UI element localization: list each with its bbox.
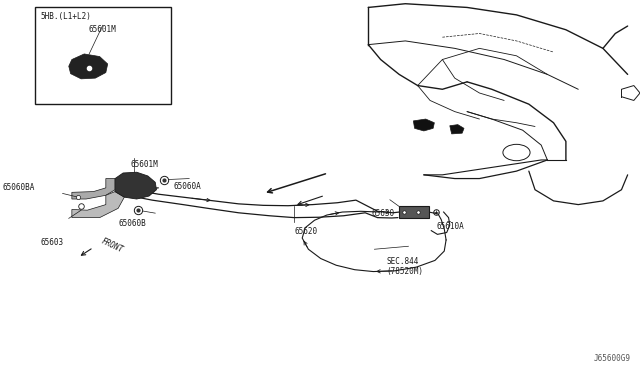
Polygon shape	[72, 179, 115, 199]
Bar	[399, 206, 429, 218]
Text: 65620: 65620	[294, 227, 317, 236]
Text: SEC.844
(78520M): SEC.844 (78520M)	[387, 257, 424, 276]
Text: 65060BA: 65060BA	[3, 183, 35, 192]
Polygon shape	[115, 172, 156, 199]
Text: 5HB.(L1+L2): 5HB.(L1+L2)	[41, 12, 92, 21]
Text: 65601M: 65601M	[89, 25, 116, 34]
Polygon shape	[413, 119, 435, 131]
Polygon shape	[68, 54, 108, 79]
Polygon shape	[450, 125, 464, 134]
Bar	[35, 7, 171, 104]
Text: FRONT: FRONT	[100, 237, 124, 254]
Text: 65630: 65630	[371, 209, 394, 218]
Text: 65060A: 65060A	[173, 182, 202, 190]
Text: 65603: 65603	[41, 238, 64, 247]
Text: J65600G9: J65600G9	[594, 354, 631, 363]
Polygon shape	[72, 192, 124, 218]
Text: 65601M: 65601M	[131, 160, 158, 169]
Text: 65060B: 65060B	[118, 219, 146, 228]
Text: 65610A: 65610A	[436, 222, 464, 231]
